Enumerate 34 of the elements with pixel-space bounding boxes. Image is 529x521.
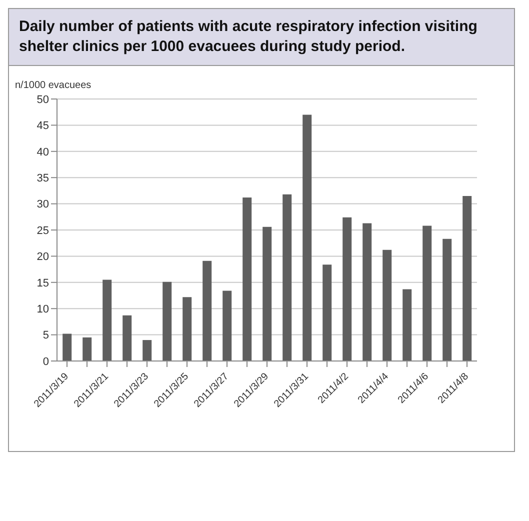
bar: [222, 290, 232, 361]
bar: [82, 337, 92, 361]
bar: [362, 223, 372, 361]
bar: [202, 260, 212, 361]
bar: [462, 196, 472, 361]
bar: [322, 264, 332, 361]
bar: [62, 334, 72, 361]
bar: [302, 114, 312, 361]
y-tick-label: 45: [36, 120, 49, 132]
bar: [242, 198, 252, 361]
y-tick-label: 50: [36, 94, 49, 106]
bar: [182, 297, 192, 361]
chart-title: Daily number of patients with acute respiratory infection visiting shelter clinics per 1000 evacuees during study period.: [9, 9, 514, 66]
y-axis-title: n/1000 evacuees: [14, 79, 92, 91]
y-tick-label: 5: [42, 330, 49, 342]
y-tick-label: 30: [36, 198, 49, 211]
bar: [282, 194, 292, 361]
bar: [142, 340, 152, 361]
bar: [122, 315, 132, 361]
bar: [402, 289, 412, 361]
y-tick-label: 0: [42, 356, 49, 368]
y-tick-label: 10: [36, 304, 49, 316]
y-tick-label: 40: [36, 146, 49, 158]
y-tick-label: 25: [36, 224, 49, 237]
y-tick-label: 35: [36, 172, 49, 185]
bar: [102, 280, 112, 361]
y-tick-label: 20: [36, 251, 49, 264]
bar: [162, 282, 172, 361]
bar: [342, 217, 352, 361]
bar: [442, 238, 452, 361]
bar: [382, 250, 392, 361]
bar: [422, 226, 432, 361]
bar: [262, 226, 272, 361]
y-tick-label: 15: [36, 277, 49, 290]
